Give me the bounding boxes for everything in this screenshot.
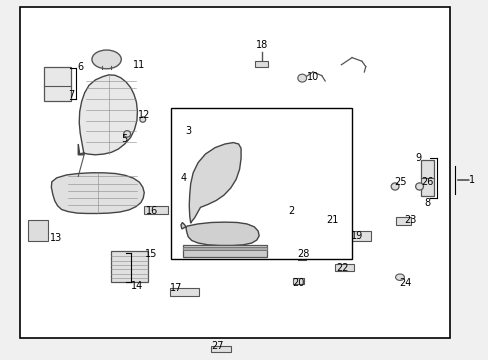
Bar bbox=[326, 212, 337, 227]
Text: 8: 8 bbox=[424, 198, 430, 208]
Text: 1: 1 bbox=[468, 175, 474, 185]
Bar bbox=[144, 206, 167, 214]
Polygon shape bbox=[189, 143, 241, 223]
Text: 19: 19 bbox=[350, 231, 363, 241]
Text: 3: 3 bbox=[185, 126, 191, 136]
Bar bbox=[395, 217, 410, 225]
Ellipse shape bbox=[390, 183, 398, 190]
Text: 21: 21 bbox=[325, 215, 338, 225]
Text: 2: 2 bbox=[287, 206, 293, 216]
Text: 25: 25 bbox=[394, 177, 407, 187]
Text: 4: 4 bbox=[180, 173, 186, 183]
Text: 14: 14 bbox=[130, 281, 143, 291]
Text: 11: 11 bbox=[133, 60, 145, 70]
Text: 13: 13 bbox=[50, 233, 62, 243]
Ellipse shape bbox=[92, 50, 121, 69]
Bar bbox=[298, 252, 305, 260]
Text: 27: 27 bbox=[211, 341, 224, 351]
Text: 23: 23 bbox=[404, 215, 416, 225]
Bar bbox=[44, 67, 71, 101]
Text: 22: 22 bbox=[335, 263, 348, 273]
Text: 15: 15 bbox=[145, 249, 158, 259]
Text: 6: 6 bbox=[78, 62, 83, 72]
Bar bbox=[284, 212, 293, 228]
Text: 9: 9 bbox=[414, 153, 420, 163]
Text: 7: 7 bbox=[68, 90, 74, 100]
Polygon shape bbox=[51, 173, 144, 213]
Ellipse shape bbox=[297, 74, 306, 82]
Text: 26: 26 bbox=[421, 177, 433, 187]
Bar bbox=[350, 231, 370, 241]
Bar bbox=[420, 160, 433, 196]
Bar bbox=[183, 247, 266, 250]
Ellipse shape bbox=[395, 274, 404, 280]
Ellipse shape bbox=[415, 183, 423, 190]
Text: 5: 5 bbox=[122, 134, 127, 144]
Text: 10: 10 bbox=[306, 72, 319, 82]
Text: 12: 12 bbox=[138, 110, 150, 120]
Bar bbox=[170, 288, 198, 296]
Text: 16: 16 bbox=[145, 206, 158, 216]
Bar bbox=[211, 346, 230, 352]
Text: 18: 18 bbox=[255, 40, 267, 50]
Text: 28: 28 bbox=[296, 249, 309, 259]
Bar bbox=[255, 61, 267, 67]
Ellipse shape bbox=[140, 117, 145, 122]
Bar bbox=[183, 245, 266, 257]
Bar bbox=[293, 278, 304, 284]
Bar bbox=[111, 251, 148, 282]
Bar bbox=[334, 264, 353, 271]
Polygon shape bbox=[78, 75, 137, 155]
Bar bbox=[28, 220, 48, 241]
Text: 24: 24 bbox=[399, 278, 411, 288]
Text: 17: 17 bbox=[169, 283, 182, 293]
Bar bbox=[20, 7, 449, 338]
Bar bbox=[171, 108, 351, 259]
Polygon shape bbox=[181, 222, 259, 246]
Ellipse shape bbox=[123, 131, 130, 137]
Text: 20: 20 bbox=[291, 278, 304, 288]
